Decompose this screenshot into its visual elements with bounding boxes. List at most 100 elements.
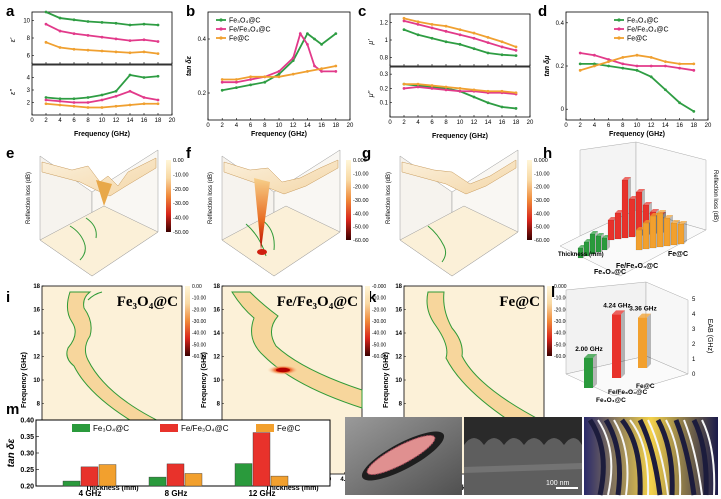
data-point-fec <box>635 53 639 57</box>
legend-marker-fefe3o4c <box>617 27 621 31</box>
colorbar-tick-label: -50.00 <box>534 225 550 231</box>
colorbar-tick-label: -30.00 <box>554 319 568 325</box>
bar-fefe3o4c-top <box>636 189 645 192</box>
y-tick-label: 0.4 <box>556 21 565 27</box>
x-axis-label: Thickness (mm) <box>85 485 138 492</box>
colorbar-tick-label: -0.000 <box>372 284 386 290</box>
data-point-fe3o4c <box>44 96 48 99</box>
rl-region <box>231 291 363 409</box>
bar-top-fefe3o4c <box>612 310 625 315</box>
data-point-fec <box>72 47 76 51</box>
data-point-fec <box>593 64 596 68</box>
panel-letter-h: h <box>543 145 552 162</box>
data-point-fe3o4c <box>472 47 476 51</box>
colorbar-ticks: 0.000 -10.00 -20.00 -30.00 -40.00 -50.00 -60.0… <box>353 158 369 244</box>
bar-fec <box>184 473 203 487</box>
y-tick-label: 18 <box>213 284 220 290</box>
x-tick-label: 2 <box>221 123 225 129</box>
bar-fec <box>677 223 685 245</box>
x-tick-label: 10 <box>276 123 283 129</box>
legend-label-fe3o4c: Fe₃O₄@C <box>93 424 129 433</box>
colorbar <box>185 286 190 356</box>
data-point-fec <box>514 45 518 49</box>
data-point-fefe3o4c <box>607 58 610 61</box>
x-tick-label: 6 <box>72 118 76 124</box>
x-tick-label: 20 <box>705 123 712 129</box>
nanorod <box>366 434 436 476</box>
data-point-fefe3o4c <box>416 23 420 26</box>
y-tick-label: 0.30 <box>20 451 34 458</box>
data-label-fe3o4c: 2.00 GHz <box>575 346 603 353</box>
colorbar <box>346 160 351 240</box>
data-point-fefe3o4c <box>635 64 639 68</box>
y-tick-label: 12 <box>395 355 402 361</box>
bar-fefe3o4c-top <box>643 202 652 205</box>
data-point-fefe3o4c <box>692 68 696 72</box>
y-tick-label: 18 <box>395 284 402 290</box>
bar-fefe3o4c <box>612 314 621 378</box>
data-point-fe3o4c <box>142 76 146 79</box>
legend-marker-fe3o4c <box>617 18 621 22</box>
bar-fefe3o4c <box>628 198 636 238</box>
data-point-fefe3o4c <box>156 40 160 43</box>
hrtem-surface <box>464 417 582 445</box>
data-point-fec <box>44 40 48 44</box>
map-title: Fe@C <box>499 294 540 310</box>
x-tick-label: 2 <box>579 123 583 129</box>
x-axis-label: Frequency (GHz) <box>251 131 307 138</box>
data-point-fe3o4c <box>235 86 238 89</box>
data-point-fec <box>444 85 448 89</box>
data-point-fefe3o4c <box>649 64 653 68</box>
x-tick-label: 12 <box>648 123 655 129</box>
data-point-fefe3o4c <box>86 34 90 37</box>
y-tick-label: 0.2 <box>556 64 565 70</box>
bar-fec-top <box>650 213 659 216</box>
x-tick-label: 0 <box>564 123 568 129</box>
bar-fe3o4c <box>589 233 596 255</box>
legend-label-fefe3o4c: Fe/Fe₃O₄@C <box>229 27 271 34</box>
x-axis-label: Thickness (mm) <box>558 252 604 258</box>
y-tick-label: 0.25 <box>20 467 34 474</box>
data-point-fec <box>58 103 62 107</box>
legend-label-fec: Fe@C <box>277 424 300 433</box>
y-tick-label: 4 <box>27 76 31 82</box>
floor-contour <box>69 217 97 261</box>
data-point-fec <box>142 102 146 106</box>
y-tick-label: 8 <box>399 402 403 408</box>
x-tick-label: 12 <box>471 120 478 126</box>
x-tick-label: 4 <box>593 123 597 129</box>
panel-letter-f: f <box>186 145 192 162</box>
data-point-fe3o4c <box>402 28 406 31</box>
y-tick-label: 0.2 <box>380 86 389 92</box>
rl-surface <box>401 159 517 195</box>
bar-fec-top <box>657 210 666 213</box>
panel-e-3d-rl-plot: Reflection loss (dB) 0.00 -10.00 -20.00 -30… <box>26 149 189 277</box>
y-axis-label: Frequency (GHz) <box>383 352 390 408</box>
bar-fec <box>656 212 664 248</box>
x-tick-label: 6 <box>249 123 253 129</box>
data-point-fe3o4c <box>416 33 420 37</box>
data-point-fec <box>220 78 224 81</box>
bar-fec <box>638 317 647 368</box>
category-label-fe3o4c: Fe₃O₄@C <box>594 269 626 276</box>
hrtem-layer <box>463 463 583 473</box>
data-point-fe3o4c <box>320 43 323 46</box>
colorbar-tick-label: -50.00 <box>353 225 369 231</box>
bar-fec <box>270 475 289 487</box>
legend-label-fefe3o4c: Fe/Fe₃O₄@C <box>181 424 229 433</box>
y-tick-label: 3 <box>692 327 696 333</box>
x-tick-label: 16 <box>499 120 506 126</box>
legend-label-fe3o4c: Fe₃O₄@C <box>627 18 658 25</box>
bar-fec <box>642 222 650 250</box>
colorbar-tick-label: -30.00 <box>372 319 386 325</box>
data-point-fec <box>664 60 667 64</box>
data-point-fefe3o4c <box>44 22 48 26</box>
y-axis-label-top: μ' <box>368 39 375 46</box>
colorbar-tick-label: 0.00 <box>173 158 184 164</box>
y-tick-label: 16 <box>395 308 402 314</box>
data-label-fefe3o4c: 4.24 GHz <box>603 302 631 309</box>
x-tick-label: 4.5 <box>340 477 349 483</box>
y-tick-label: 0 <box>692 372 696 378</box>
panel-letter-a: a <box>6 3 15 20</box>
